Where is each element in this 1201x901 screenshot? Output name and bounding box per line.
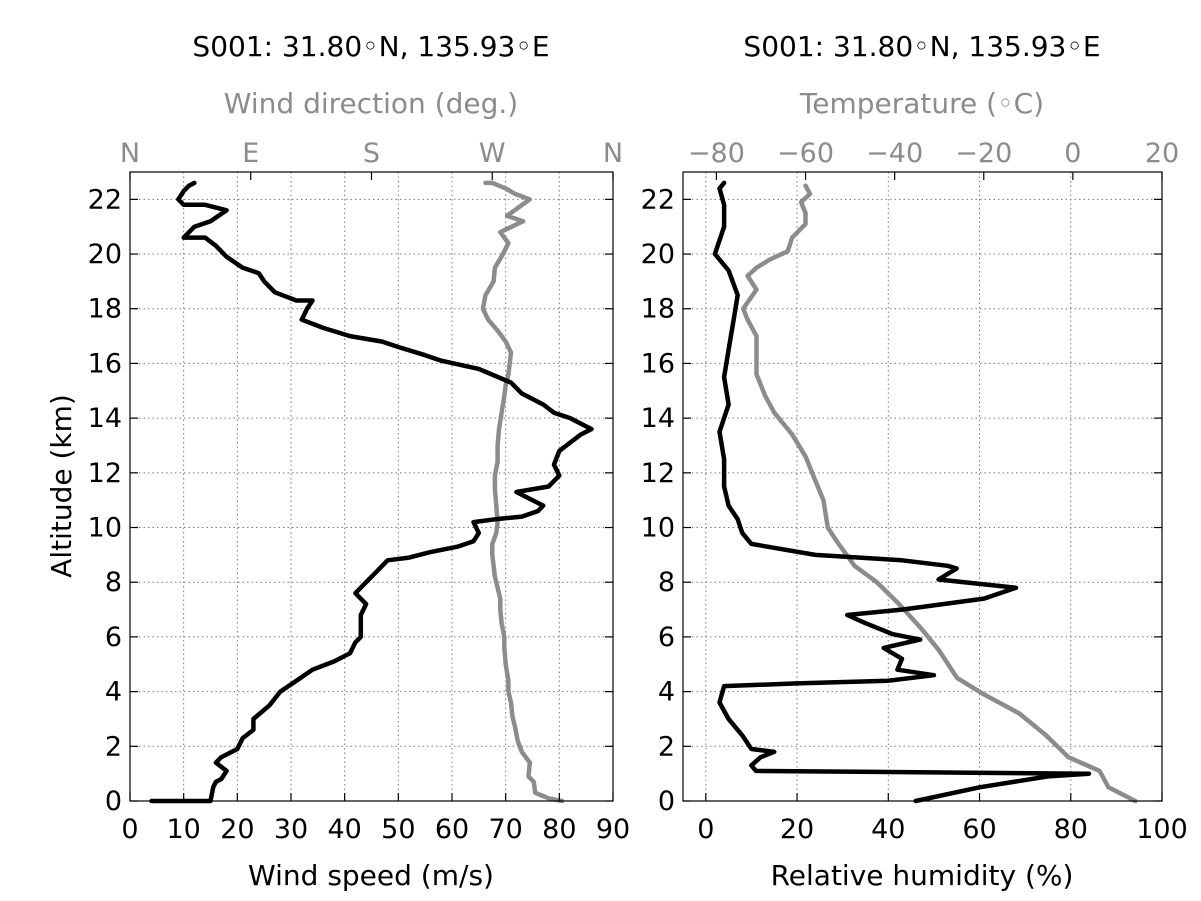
- x-top-tick-label: W: [479, 138, 506, 169]
- y-tick-label: 20: [88, 239, 122, 270]
- x-bottom-tick-label: 70: [488, 814, 522, 845]
- y-tick-label: 22: [88, 184, 122, 215]
- top-axis-series-line: [740, 183, 1138, 804]
- y-tick-label: 20: [641, 239, 675, 270]
- x-bottom-tick-label: 40: [327, 814, 361, 845]
- altitude-axis-label: Altitude (km): [45, 394, 78, 578]
- x-bottom-tick-label: 20: [220, 814, 254, 845]
- x-top-tick-label: −20: [955, 138, 1012, 169]
- y-tick-label: 10: [641, 513, 675, 544]
- y-tick-label: 14: [641, 403, 675, 434]
- y-tick-label: 12: [641, 458, 675, 489]
- top-axis-series-line: [480, 180, 565, 804]
- x-bottom-tick-label: 10: [166, 814, 200, 845]
- y-tick-label: 4: [105, 677, 122, 708]
- wind-panel-title: S001: 31.80◦N, 135.93◦E: [192, 30, 549, 63]
- x-top-tick-label: S: [363, 138, 380, 169]
- y-tick-label: 10: [88, 513, 122, 544]
- bottom-axis-series-line: [712, 180, 1092, 804]
- y-tick-label: 6: [658, 622, 675, 653]
- wind-panel-frame: [129, 171, 614, 802]
- y-tick-label: 0: [658, 786, 675, 817]
- x-bottom-tick-label: 0: [697, 814, 714, 845]
- x-top-tick-label: 20: [1145, 138, 1179, 169]
- y-tick-label: 0: [105, 786, 122, 817]
- x-bottom-tick-label: 20: [780, 814, 814, 845]
- y-tick-label: 22: [641, 184, 675, 215]
- x-bottom-tick-label: 100: [1136, 814, 1188, 845]
- thermo-panel-frame: [682, 171, 1163, 802]
- x-top-tick-label: −40: [866, 138, 923, 169]
- x-top-tick-label: N: [603, 138, 623, 169]
- wind-panel: 0 2 4 6 8 10 12 14 16 18 20 22 0 10 20 30 40 50 60 70 80 90 N E…: [45, 30, 630, 892]
- y-tick-label: 18: [641, 294, 675, 325]
- thermo-panel-ticks: 0 2 4 6 8 10 12 14 16 18 20 22 0 20 40 60 80 100 −80 −60 −40…: [641, 138, 1188, 845]
- relative-humidity-axis-label: Relative humidity (%): [771, 859, 1074, 892]
- x-bottom-tick-label: 30: [274, 814, 308, 845]
- x-bottom-tick-label: 60: [435, 814, 469, 845]
- y-tick-label: 12: [88, 458, 122, 489]
- wind-panel-ticks: 0 2 4 6 8 10 12 14 16 18 20 22 0 10 20 30 40 50 60 70 80 90 N E…: [88, 138, 631, 845]
- y-tick-label: 8: [105, 567, 122, 598]
- x-top-tick-label: −60: [777, 138, 834, 169]
- y-tick-label: 18: [88, 294, 122, 325]
- x-bottom-tick-label: 40: [871, 814, 905, 845]
- x-top-tick-label: N: [120, 138, 140, 169]
- x-bottom-tick-label: 50: [381, 814, 415, 845]
- y-tick-label: 16: [88, 348, 122, 379]
- y-tick-label: 16: [641, 348, 675, 379]
- y-tick-label: 8: [658, 567, 675, 598]
- y-tick-label: 2: [105, 731, 122, 762]
- temperature-axis-label: Temperature (◦C): [799, 87, 1044, 120]
- thermo-panel: 0 2 4 6 8 10 12 14 16 18 20 22 0 20 40 60 80 100 −80 −60 −40…: [641, 30, 1188, 892]
- thermo-panel-title: S001: 31.80◦N, 135.93◦E: [743, 30, 1100, 63]
- x-bottom-tick-label: 0: [121, 814, 138, 845]
- wind-speed-axis-label: Wind speed (m/s): [248, 859, 494, 892]
- y-tick-label: 4: [658, 677, 675, 708]
- wind-panel-series: [149, 180, 594, 804]
- x-bottom-tick-label: 90: [596, 814, 630, 845]
- bottom-axis-series-line: [149, 180, 594, 804]
- x-bottom-tick-label: 80: [542, 814, 576, 845]
- x-bottom-tick-label: 80: [1054, 814, 1088, 845]
- x-top-tick-label: E: [242, 138, 259, 169]
- y-tick-label: 14: [88, 403, 122, 434]
- x-top-tick-label: 0: [1064, 138, 1081, 169]
- x-bottom-tick-label: 60: [962, 814, 996, 845]
- wind-direction-axis-label: Wind direction (deg.): [224, 87, 518, 120]
- y-tick-label: 6: [105, 622, 122, 653]
- thermo-panel-series: [712, 180, 1138, 804]
- y-tick-label: 2: [658, 731, 675, 762]
- x-top-tick-label: −80: [688, 138, 745, 169]
